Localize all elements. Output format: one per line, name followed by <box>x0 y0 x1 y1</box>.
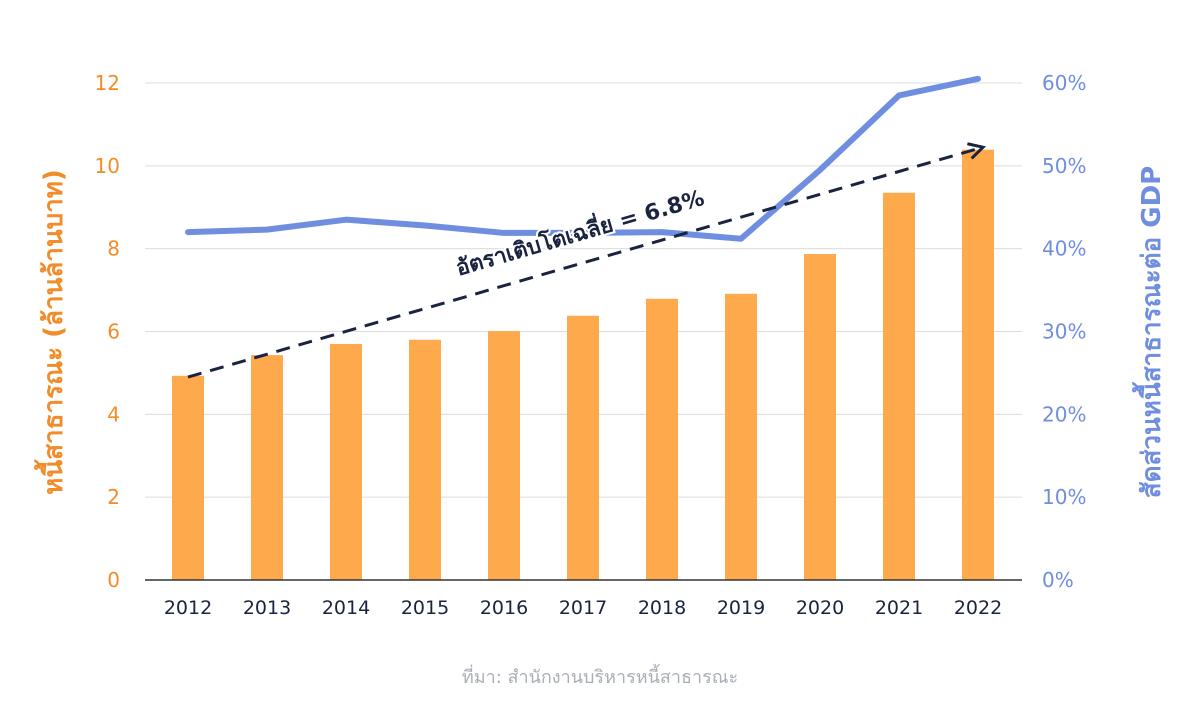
right-tick-label: 30% <box>1042 320 1086 344</box>
right-tick-label: 40% <box>1042 237 1086 261</box>
gdp-ratio-line <box>185 75 981 242</box>
right-axis-ticks: 0% 10% 20% 30% 40% 50% 60% <box>1042 71 1086 592</box>
x-axis-ticks: 2012 2013 2014 2015 2016 2017 2018 2019 2020 2021… <box>164 597 1002 619</box>
left-tick-label: 10 <box>95 154 120 178</box>
right-tick-label: 0% <box>1042 568 1074 592</box>
x-tick-label: 2017 <box>559 597 607 619</box>
bar-2021 <box>883 192 915 581</box>
left-tick-label: 12 <box>95 71 120 95</box>
x-tick-label: 2022 <box>954 597 1002 619</box>
left-tick-label: 6 <box>107 320 120 344</box>
bar-2020 <box>804 254 836 580</box>
bar-2016 <box>488 331 520 580</box>
x-tick-label: 2021 <box>875 597 923 619</box>
right-tick-label: 50% <box>1042 154 1086 178</box>
right-tick-label: 20% <box>1042 402 1086 426</box>
left-tick-label: 2 <box>107 485 120 509</box>
left-axis-ticks: 0 2 4 6 8 10 12 <box>95 71 120 592</box>
right-axis-label: สัดส่วนหนี้สาธารณะต่อ GDP <box>1131 166 1167 498</box>
left-tick-label: 4 <box>107 402 120 426</box>
bar-2019 <box>725 293 757 580</box>
bar-2022 <box>962 149 994 580</box>
x-tick-label: 2019 <box>717 597 765 619</box>
x-tick-label: 2016 <box>480 597 528 619</box>
trend-arrowhead-icon <box>967 142 987 160</box>
x-tick-label: 2013 <box>243 597 291 619</box>
left-axis-label: หนี้สาธารณะ (ล้านล้านบาท) <box>33 169 69 495</box>
left-tick-label: 8 <box>107 237 120 261</box>
right-tick-label: 60% <box>1042 71 1086 95</box>
x-tick-label: 2012 <box>164 597 212 619</box>
right-tick-label: 10% <box>1042 485 1086 509</box>
bar-2012 <box>172 375 204 580</box>
bar-2015 <box>409 339 441 580</box>
bar-2018 <box>646 298 678 580</box>
x-tick-label: 2020 <box>796 597 844 619</box>
bar-2013 <box>251 355 283 580</box>
left-tick-label: 0 <box>107 568 120 592</box>
source-note: ที่มา: สำนักงานบริหารหนี้สาธารณะ <box>462 664 738 688</box>
bar-2014 <box>330 343 362 580</box>
bar-2017 <box>567 315 599 580</box>
bar-series <box>172 149 994 581</box>
x-tick-label: 2015 <box>401 597 449 619</box>
x-tick-label: 2018 <box>638 597 686 619</box>
x-tick-label: 2014 <box>322 597 370 619</box>
